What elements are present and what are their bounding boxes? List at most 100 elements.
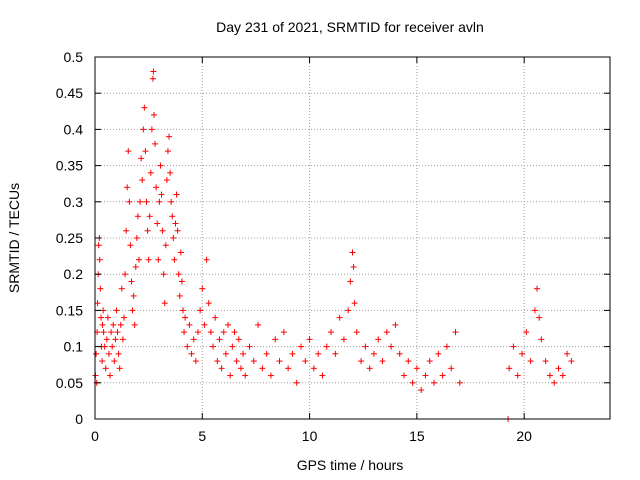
data-point	[116, 365, 123, 372]
data-point	[184, 343, 191, 350]
data-point	[340, 336, 347, 343]
data-point	[197, 307, 204, 314]
data-point	[319, 372, 326, 379]
data-point	[246, 343, 253, 350]
data-point	[115, 350, 122, 357]
data-point	[358, 358, 365, 365]
data-point	[426, 358, 433, 365]
data-point	[161, 300, 168, 307]
data-point	[159, 227, 166, 234]
data-point	[370, 350, 377, 357]
data-point	[132, 263, 139, 270]
data-point	[119, 336, 126, 343]
data-point	[555, 365, 562, 372]
data-point	[510, 343, 517, 350]
y-tick-label: 0.05	[56, 375, 83, 391]
data-point	[158, 191, 165, 198]
data-point	[396, 350, 403, 357]
chart-title: Day 231 of 2021, SRMTID for receiver avl…	[216, 19, 484, 35]
x-tick-label: 15	[409, 428, 425, 444]
data-point	[527, 358, 534, 365]
data-point	[216, 336, 223, 343]
data-point	[135, 256, 142, 263]
data-point	[157, 162, 164, 169]
data-point	[431, 379, 438, 386]
data-point	[104, 314, 111, 321]
data-point	[435, 350, 442, 357]
data-point	[250, 358, 257, 365]
data-point	[166, 133, 173, 140]
data-point	[164, 148, 171, 155]
data-point	[255, 321, 262, 328]
data-point	[186, 321, 193, 328]
data-point	[100, 307, 107, 314]
data-point	[168, 198, 175, 205]
y-tick-label: 0.15	[56, 302, 83, 318]
data-point	[142, 148, 149, 155]
data-point	[263, 350, 270, 357]
data-point	[147, 169, 154, 176]
y-tick-label: 0.25	[56, 230, 83, 246]
data-point	[242, 372, 249, 379]
data-point	[174, 227, 181, 234]
x-tick-label: 0	[91, 428, 99, 444]
data-point	[94, 300, 101, 307]
data-point	[285, 365, 292, 372]
data-point	[160, 271, 167, 278]
data-point	[99, 321, 106, 328]
data-point	[173, 191, 180, 198]
axis-ticks: 0 5 10 15 20 0 0.05 0.1 0.15 0.2 0.25 0.3 0.35 0.4 0.4…	[56, 49, 610, 444]
data-point	[506, 365, 513, 372]
data-point	[144, 227, 151, 234]
data-point	[418, 387, 425, 394]
data-point	[195, 329, 201, 336]
data-point	[212, 314, 219, 321]
data-point	[150, 68, 157, 75]
data-point	[214, 358, 221, 365]
data-point	[130, 292, 137, 299]
data-point	[293, 379, 300, 386]
data-point	[177, 249, 184, 256]
data-point	[190, 336, 197, 343]
data-point	[220, 329, 227, 336]
data-point	[123, 227, 130, 234]
data-point	[332, 350, 339, 357]
data-point	[456, 379, 463, 386]
data-point	[207, 329, 214, 336]
data-point	[162, 242, 169, 249]
data-point	[178, 278, 185, 285]
data-point	[101, 343, 108, 350]
data-point	[96, 256, 103, 263]
data-point	[156, 198, 163, 205]
data-point	[145, 256, 152, 263]
data-point	[109, 343, 116, 350]
grid	[95, 57, 610, 419]
data-point	[127, 242, 134, 249]
data-point	[225, 321, 232, 328]
data-point	[439, 372, 446, 379]
data-point	[336, 314, 343, 321]
data-point	[531, 307, 538, 314]
data-point	[315, 350, 322, 357]
data-point	[280, 329, 287, 336]
data-point	[167, 169, 174, 176]
data-point	[229, 343, 236, 350]
data-point	[351, 300, 358, 307]
data-point	[392, 321, 399, 328]
data-point	[114, 329, 121, 336]
data-point	[448, 365, 455, 372]
data-point	[443, 343, 450, 350]
data-point	[118, 285, 125, 292]
data-point	[103, 336, 110, 343]
y-tick-label: 0.2	[64, 266, 84, 282]
data-point	[143, 198, 150, 205]
data-point	[559, 372, 566, 379]
data-point	[310, 365, 317, 372]
data-point	[149, 75, 156, 82]
data-point	[409, 379, 416, 386]
x-tick-label: 20	[516, 428, 532, 444]
data-point	[383, 329, 390, 336]
y-tick-label: 0.1	[64, 339, 84, 355]
data-point	[125, 148, 132, 155]
data-point	[129, 307, 136, 314]
